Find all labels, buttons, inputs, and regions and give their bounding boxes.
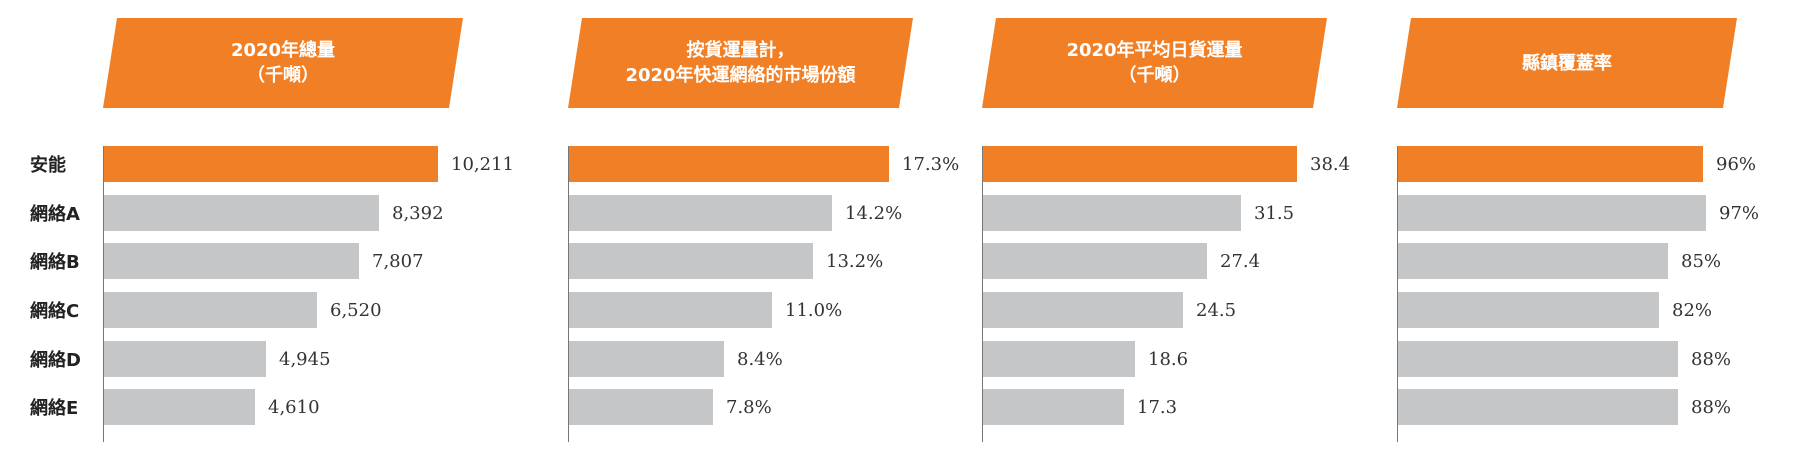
bar-competitor xyxy=(569,195,832,231)
row-label: 網絡A xyxy=(30,204,80,225)
bar-competitor xyxy=(983,341,1135,377)
bar-value-label: 88% xyxy=(1691,396,1732,418)
chart-title: 縣鎮覆蓋率 xyxy=(1397,18,1737,108)
chart-title-line: 2020年總量 xyxy=(230,40,336,61)
bar-competitor xyxy=(1398,195,1706,231)
bar-value-label: 7.8% xyxy=(726,396,772,418)
bar-competitor xyxy=(104,292,317,328)
bar-value-label: 24.5 xyxy=(1196,299,1237,321)
chart-title-banner xyxy=(982,18,1327,108)
bar-value-label: 4,610 xyxy=(268,396,320,418)
bar-value-label: 11.0% xyxy=(785,299,843,321)
bar-competitor xyxy=(1398,243,1668,279)
bar-highlight xyxy=(1398,146,1703,182)
y-axis-line xyxy=(103,146,104,442)
chart-title-banner xyxy=(1397,18,1737,108)
bar-value-label: 17.3% xyxy=(902,153,960,175)
bar-competitor xyxy=(104,195,379,231)
bar-highlight xyxy=(104,146,438,182)
bar-value-label: 38.4 xyxy=(1310,153,1351,175)
bar-value-label: 31.5 xyxy=(1254,202,1295,224)
bar-highlight xyxy=(569,146,889,182)
banner-shape xyxy=(103,18,463,108)
bar-value-label: 18.6 xyxy=(1148,348,1189,370)
bar-competitor xyxy=(983,292,1183,328)
bar-value-label: 8.4% xyxy=(737,348,783,370)
chart-title-line: 2020年平均日貨運量 xyxy=(1066,40,1243,61)
bar-competitor xyxy=(983,243,1207,279)
bar-value-label: 4,945 xyxy=(279,348,331,370)
row-label: 網絡D xyxy=(30,350,81,371)
bar-value-label: 13.2% xyxy=(826,250,884,272)
bar-value-label: 7,807 xyxy=(372,250,424,272)
banner-shape xyxy=(982,18,1327,108)
bar-competitor xyxy=(569,292,772,328)
chart-title: 2020年總量 （千噸） xyxy=(103,18,463,108)
bar-value-label: 96% xyxy=(1716,153,1757,175)
row-label: 網絡B xyxy=(30,252,80,273)
y-axis-line xyxy=(982,146,983,442)
bar-competitor xyxy=(104,341,266,377)
chart-panel: 按貨運量計， 2020年快運網絡的市場份額 17.3% 14.2% 13.2% 11.0%… xyxy=(568,0,959,459)
chart-title: 按貨運量計， 2020年快運網絡的市場份額 xyxy=(568,18,913,108)
bar-value-label: 88% xyxy=(1691,348,1732,370)
chart-title-line: 按貨運量計， xyxy=(686,40,795,61)
bar-value-label: 10,211 xyxy=(451,153,514,175)
chart-title-line: 縣鎮覆蓋率 xyxy=(1522,52,1612,74)
y-axis-line xyxy=(568,146,569,442)
bar-competitor xyxy=(104,243,359,279)
y-axis-line xyxy=(1397,146,1398,442)
chart-title: 2020年平均日貨運量 （千噸） xyxy=(982,18,1327,108)
banner-shape xyxy=(1397,18,1737,108)
chart-panel: 2020年總量 （千噸） 10,211 8,392 7,807 6,520 4,945 4,6… xyxy=(103,0,514,459)
chart-title-line: （千噸） xyxy=(247,65,319,86)
bar-competitor xyxy=(569,341,724,377)
row-label: 網絡C xyxy=(30,301,80,322)
bar-competitor xyxy=(569,389,713,425)
bar-value-label: 6,520 xyxy=(330,299,382,321)
bar-value-label: 17.3 xyxy=(1137,396,1178,418)
bar-competitor xyxy=(1398,292,1659,328)
bar-value-label: 8,392 xyxy=(392,202,444,224)
bar-competitor xyxy=(983,195,1241,231)
bar-value-label: 27.4 xyxy=(1220,250,1261,272)
banner-shape xyxy=(568,18,913,108)
bar-competitor xyxy=(1398,341,1678,377)
chart-panel: 縣鎮覆蓋率 96% 97% 85% 82% 88% 88% xyxy=(1397,0,1759,459)
bar-competitor xyxy=(569,243,813,279)
bar-competitor xyxy=(1398,389,1678,425)
bar-value-label: 85% xyxy=(1681,250,1722,272)
chart-title-line: 2020年快運網絡的市場份額 xyxy=(625,65,856,86)
chart-panel: 2020年平均日貨運量 （千噸） 38.4 31.5 27.4 24.5 18.6 17.3 xyxy=(982,0,1350,459)
chart-title-banner xyxy=(568,18,913,108)
chart-title-banner xyxy=(103,18,463,108)
row-label: 網絡E xyxy=(30,398,79,419)
bar-competitor xyxy=(104,389,255,425)
bar-highlight xyxy=(983,146,1297,182)
row-label: 安能 xyxy=(30,155,66,176)
bar-value-label: 14.2% xyxy=(845,202,903,224)
bar-value-label: 82% xyxy=(1672,299,1713,321)
chart-title-line: （千噸） xyxy=(1118,65,1191,86)
bar-competitor xyxy=(983,389,1124,425)
bar-value-label: 97% xyxy=(1719,202,1760,224)
